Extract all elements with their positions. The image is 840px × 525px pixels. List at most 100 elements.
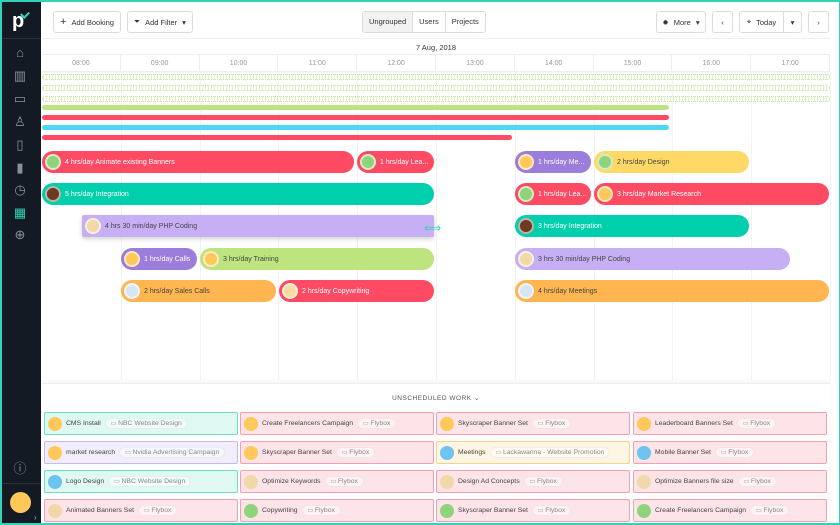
expand-sidebar-icon[interactable]: › <box>34 513 37 522</box>
avatar <box>518 218 534 234</box>
unscheduled-card[interactable]: CopywritingFlybox <box>240 499 434 522</box>
plus-icon: + <box>60 16 67 28</box>
avatar <box>48 445 62 460</box>
avatar <box>48 474 62 489</box>
tab-projects[interactable]: Projects <box>451 17 479 26</box>
calendar-icon[interactable]: ▦ <box>13 205 27 220</box>
avatar <box>360 154 376 170</box>
booking-bar[interactable]: 1 hrs/day Lea... <box>357 151 434 173</box>
booking-bar[interactable]: 2 hrs/day Sales Calls <box>121 280 276 302</box>
unscheduled-card[interactable]: Create Freelancers CampaignFlybox <box>240 412 434 435</box>
booking-label: 2 hrs/day Design <box>617 158 670 166</box>
booking-bar[interactable]: 3 hrs 30 min/day PHP Coding <box>515 248 790 270</box>
project-tag: Flybox <box>736 418 777 429</box>
next-button[interactable]: › <box>808 11 829 33</box>
clock-icon[interactable]: ◷ <box>14 182 26 197</box>
task-name: Animated Banners Set <box>66 507 135 514</box>
today-button[interactable]: ⌖ Today <box>739 11 784 33</box>
today-dropdown[interactable]: ▾ <box>783 11 802 33</box>
project-tag: Flybox <box>335 447 376 458</box>
task-name: CMS Install <box>66 420 101 427</box>
project-tag: Flybox <box>714 447 755 458</box>
unscheduled-card[interactable]: Optimize Banners file sizeFlybox <box>633 470 827 493</box>
task-name: Optimize Banners file size <box>655 478 734 485</box>
task-name: Leaderboard Banners Set <box>655 420 733 427</box>
buildings-icon[interactable]: ▥ <box>13 68 27 83</box>
booking-bar[interactable]: 4 hrs/day Meetings <box>515 280 829 302</box>
unscheduled-card[interactable]: Create Freelancers CampaignFlybox <box>633 499 827 522</box>
add-booking-label: Add Booking <box>71 17 114 27</box>
home-icon[interactable]: ⌂ <box>16 45 24 60</box>
booking-bar[interactable]: 1 hrs/day Calls <box>121 248 197 270</box>
project-tag: Nvidia Advertising Campaign <box>119 447 226 458</box>
unscheduled-title: UNSCHEDULED WORK <box>392 395 472 402</box>
unscheduled-card[interactable]: Animated Banners SetFlybox <box>44 499 238 522</box>
booking-bar[interactable]: 3 hrs/day Training <box>200 248 434 270</box>
project-tag: Lackawanna - Website Promotion <box>489 447 611 458</box>
gear-icon: ✹ <box>662 17 669 27</box>
tab-ungrouped[interactable]: Ungrouped <box>363 12 414 32</box>
booking-bar[interactable]: 2 hrs/day Design <box>594 151 749 173</box>
avatar <box>48 416 62 431</box>
avatar <box>637 474 651 489</box>
booking-bar[interactable]: 3 hrs/day Integration <box>515 215 749 237</box>
unscheduled-card[interactable]: Design Ad ConceptsFlybox <box>436 470 630 493</box>
resize-handle-icon[interactable]: ⟺ <box>424 221 442 235</box>
booking-label: 3 hrs/day Market Research <box>617 190 702 198</box>
unscheduled-work-toggle[interactable]: UNSCHEDULED WORK ⌄ <box>42 394 830 402</box>
more-button[interactable]: ✹ More ▾ <box>656 11 706 33</box>
project-tag: Flybox <box>523 476 563 487</box>
add-booking-button[interactable]: + Add Booking <box>53 11 121 33</box>
date-header: 7 Aug, 2018 <box>42 38 830 55</box>
booking-bar[interactable]: 4 hrs/day Animate existing Banners <box>42 151 354 173</box>
unscheduled-card[interactable]: Mobile Banner SetFlybox <box>633 441 827 464</box>
previous-button[interactable]: ‹ <box>712 11 733 33</box>
booking-bar[interactable]: 1 hrs/day Me... <box>515 151 591 173</box>
unscheduled-card[interactable]: market researchNvidia Advertising Campai… <box>44 441 238 464</box>
unscheduled-card[interactable]: Optimize KeywordsFlybox <box>240 470 434 493</box>
hour-label: 15:00 <box>594 55 673 72</box>
unscheduled-card[interactable]: Skyscraper Banner SetFlybox <box>240 441 434 464</box>
availability-row <box>42 85 830 91</box>
user-avatar[interactable] <box>10 492 31 513</box>
user-icon[interactable]: ♙ <box>14 114 26 129</box>
add-circle-icon[interactable]: ⊕ <box>14 227 26 242</box>
filter-icon: ⏷ <box>134 17 141 26</box>
unscheduled-card[interactable]: Skyscraper Banner SetFlybox <box>436 412 630 435</box>
availability-row <box>42 74 830 80</box>
unscheduled-card[interactable]: MeetingsLackawanna - Website Promotion <box>436 441 630 464</box>
avatar <box>124 283 140 299</box>
add-filter-button[interactable]: ⏷ Add Filter ▾ <box>127 11 193 33</box>
project-tag: Flybox <box>138 505 178 516</box>
grid-line <box>830 72 831 380</box>
hour-label: 14:00 <box>515 55 594 72</box>
avatar <box>440 474 454 489</box>
booking-bar[interactable]: 3 hrs/day Market Research <box>594 183 829 205</box>
avatar <box>440 503 454 518</box>
task-name: Optimize Keywords <box>262 478 321 485</box>
avatar <box>518 283 534 299</box>
caret-down-icon: ▾ <box>182 17 186 27</box>
project-tag: Flybox <box>531 418 572 429</box>
summary-bar <box>42 115 669 120</box>
task-name: Logo Design <box>66 478 105 485</box>
task-name: Mobile Banner Set <box>655 449 711 456</box>
app-logo[interactable]: p <box>12 10 30 32</box>
unscheduled-card[interactable]: Logo DesignNBC Website Design <box>44 470 238 493</box>
reports-icon[interactable]: ▮ <box>16 160 24 175</box>
unscheduled-card[interactable]: CMS InstallNBC Website Design <box>44 412 238 435</box>
booking-bar[interactable]: 4 hrs 30 min/day PHP Coding <box>82 215 434 237</box>
grid-line <box>436 72 437 380</box>
alert-icon[interactable]: ⓘ <box>13 461 27 476</box>
booking-bar[interactable]: 5 hrs/day Integration <box>42 183 434 205</box>
sidebar: p ⌂ ▥ ▭ ♙ ▯ ▮ ◷ ▦ ⊕ ⓘ › <box>0 0 41 525</box>
folder-icon[interactable]: ▭ <box>13 91 27 106</box>
summary-bar <box>42 105 669 110</box>
tab-users[interactable]: Users <box>413 12 446 32</box>
contacts-icon[interactable]: ▯ <box>16 137 24 152</box>
unscheduled-card[interactable]: Skyscraper Banner SetFlybox <box>436 499 630 522</box>
booking-bar[interactable]: 1 hrs/day Lea... <box>515 183 591 205</box>
unscheduled-card[interactable]: Leaderboard Banners SetFlybox <box>633 412 827 435</box>
avatar <box>124 251 140 267</box>
booking-bar[interactable]: 2 hrs/day Copywriting <box>279 280 434 302</box>
